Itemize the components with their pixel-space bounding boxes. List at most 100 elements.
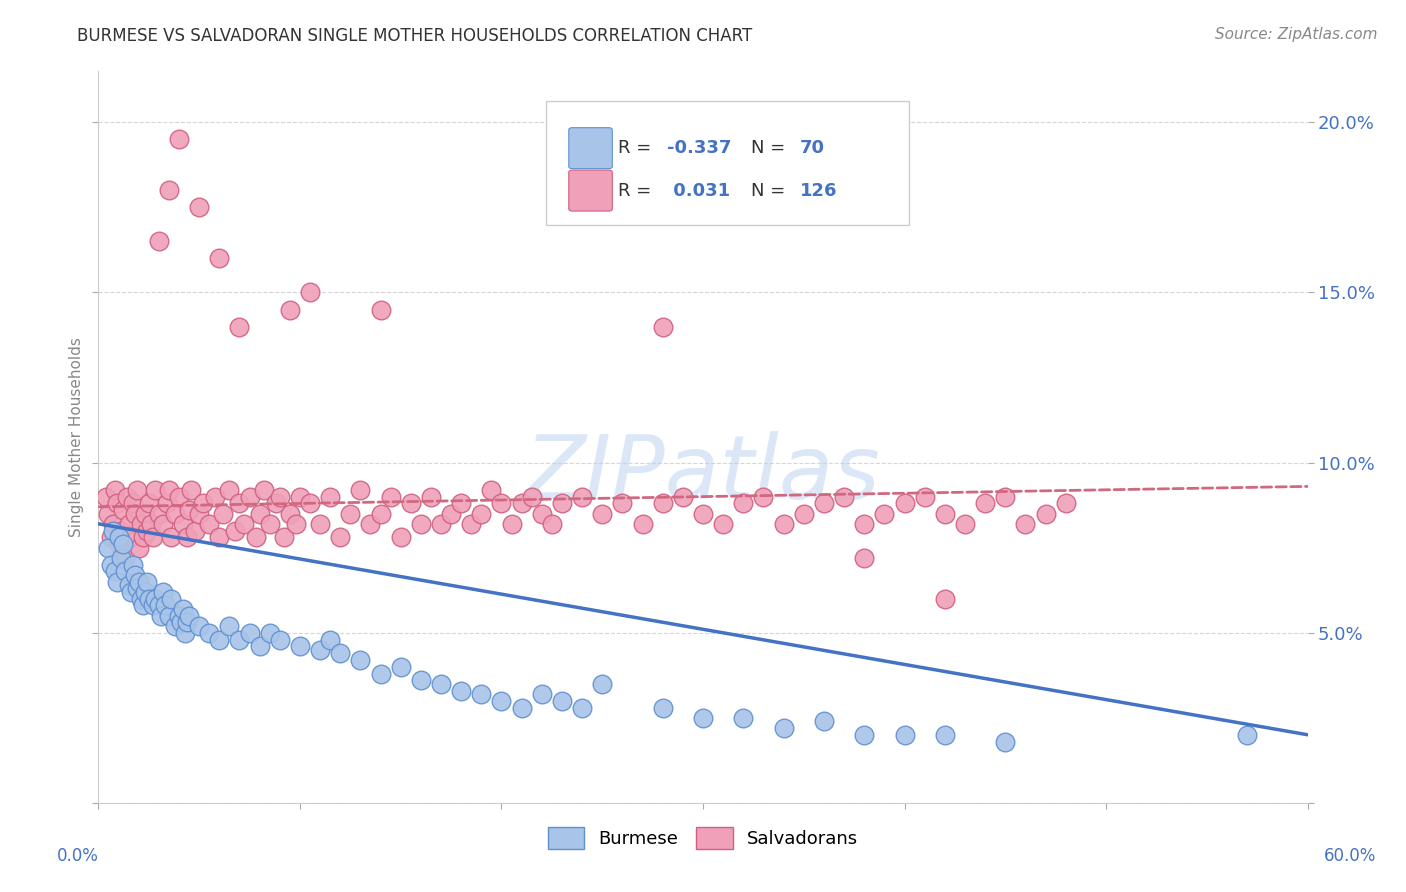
Point (470, 687, 492, 701)
Point (188, 619, 211, 633)
Point (540, 516, 562, 531)
Point (105, 496, 128, 510)
Point (934, 507, 956, 521)
Point (101, 524, 124, 538)
Point (218, 619, 240, 633)
Point (530, 687, 553, 701)
Point (157, 608, 180, 623)
Point (198, 625, 221, 640)
Point (198, 516, 221, 531)
Point (111, 503, 134, 517)
Point (100, 531, 122, 545)
Point (853, 728, 876, 742)
Point (259, 516, 281, 531)
Point (176, 531, 198, 545)
Point (163, 619, 186, 633)
Point (772, 721, 794, 735)
Text: 126: 126 (800, 182, 837, 200)
Point (1236, 728, 1258, 742)
Point (143, 483, 166, 497)
Point (692, 507, 714, 521)
Point (157, 183, 180, 197)
Point (651, 496, 673, 510)
Point (139, 516, 162, 531)
Point (253, 483, 276, 497)
Point (409, 516, 432, 531)
Point (208, 531, 231, 545)
Point (134, 507, 156, 521)
Point (134, 585, 156, 599)
Point (269, 490, 291, 504)
Point (893, 728, 915, 742)
Point (228, 496, 250, 510)
Point (651, 319, 673, 334)
Point (510, 496, 533, 510)
Text: 70: 70 (800, 139, 825, 157)
Point (160, 591, 183, 606)
Point (1035, 507, 1057, 521)
Point (120, 531, 142, 545)
Legend: Burmese, Salvadorans: Burmese, Salvadorans (541, 820, 865, 856)
Point (551, 496, 574, 510)
Point (114, 565, 136, 579)
Point (107, 531, 129, 545)
Point (329, 646, 352, 660)
Point (974, 496, 997, 510)
Point (138, 496, 160, 510)
Point (288, 490, 311, 504)
Point (793, 507, 815, 521)
Point (101, 516, 124, 531)
Point (121, 496, 143, 510)
Point (591, 507, 613, 521)
Point (672, 490, 695, 504)
Point (370, 507, 392, 521)
Point (114, 550, 136, 565)
Text: 0.0%: 0.0% (56, 847, 98, 865)
Point (278, 302, 301, 317)
Point (172, 602, 194, 616)
Point (107, 537, 129, 551)
Point (399, 496, 422, 510)
Point (125, 582, 148, 596)
Point (631, 516, 654, 531)
Point (389, 531, 412, 545)
Point (571, 700, 593, 714)
Point (994, 734, 1017, 748)
Point (612, 496, 634, 510)
Point (772, 516, 794, 531)
Point (152, 516, 174, 531)
Point (409, 673, 432, 688)
Point (288, 640, 311, 654)
Point (224, 524, 246, 538)
Point (651, 700, 673, 714)
Point (249, 640, 271, 654)
Point (299, 496, 322, 510)
Point (132, 599, 155, 613)
Point (245, 531, 267, 545)
Point (349, 483, 371, 497)
Point (103, 483, 125, 497)
Point (319, 632, 342, 647)
Point (853, 550, 876, 565)
Text: ZIPatlas: ZIPatlas (526, 431, 880, 516)
Point (491, 496, 513, 510)
FancyBboxPatch shape (569, 170, 613, 211)
Point (160, 531, 183, 545)
Point (118, 578, 141, 592)
Point (501, 516, 523, 531)
Text: R =: R = (619, 182, 658, 200)
Point (249, 507, 271, 521)
Point (135, 524, 157, 538)
Point (273, 531, 295, 545)
Point (179, 503, 201, 517)
Point (420, 490, 443, 504)
Point (953, 516, 976, 531)
Point (481, 483, 503, 497)
Point (711, 516, 734, 531)
Point (733, 711, 755, 725)
Point (259, 625, 281, 640)
Point (278, 507, 301, 521)
Point (510, 700, 533, 714)
Point (167, 132, 190, 146)
FancyBboxPatch shape (546, 101, 908, 225)
